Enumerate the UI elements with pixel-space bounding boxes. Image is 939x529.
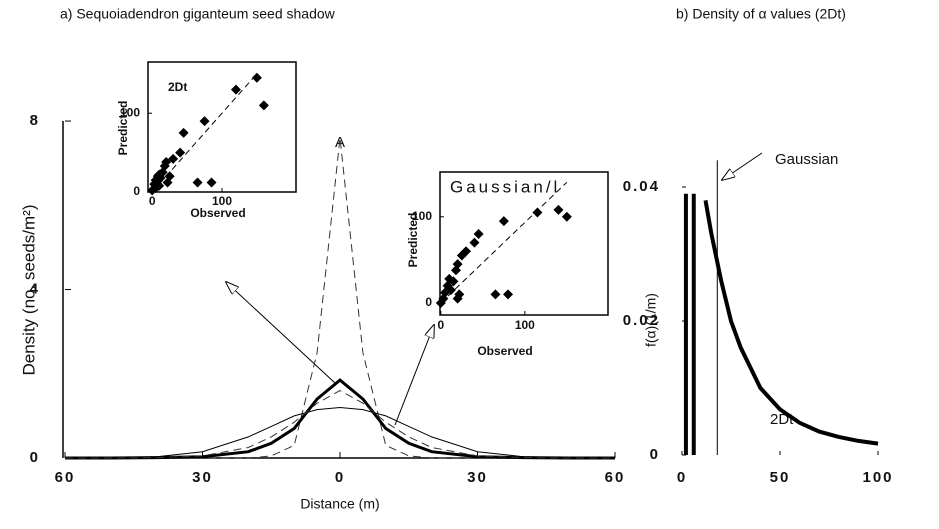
y-axis-label: Density (no. seeds/m²) bbox=[19, 205, 38, 376]
y-tick-label: 0 bbox=[30, 449, 40, 466]
data-point bbox=[230, 84, 241, 95]
x-tick-label: 100 bbox=[862, 469, 893, 486]
data-point bbox=[532, 207, 543, 218]
data-point bbox=[452, 259, 463, 270]
y-axis-label: f(α)(1/m) bbox=[643, 293, 659, 347]
y-axis-label: Predicted bbox=[116, 101, 130, 156]
data-point bbox=[469, 237, 480, 248]
x-tick-label: 60 bbox=[605, 469, 626, 486]
y-tick-label: 100 bbox=[120, 105, 140, 119]
data-point bbox=[452, 293, 463, 304]
x-tick-label: 60 bbox=[55, 469, 76, 486]
annotation: 2Dt bbox=[770, 411, 794, 428]
data-point bbox=[490, 289, 501, 300]
data-point bbox=[168, 153, 179, 164]
x-tick-label: 0 bbox=[677, 469, 687, 486]
data-point bbox=[199, 116, 210, 127]
chart-title: 2Dt bbox=[168, 80, 187, 94]
x-axis-label: Observed bbox=[190, 206, 245, 220]
inset-frame bbox=[439, 171, 609, 316]
chart-title: b) Density of α values (2Dt) bbox=[676, 6, 846, 22]
x-tick-label: 0 bbox=[335, 469, 345, 486]
data-point bbox=[503, 289, 514, 300]
x-tick-label: 50 bbox=[770, 469, 791, 486]
arrow bbox=[226, 282, 336, 384]
data-point bbox=[206, 177, 217, 188]
y-axis-label: Predicted bbox=[406, 213, 420, 268]
data-point bbox=[448, 276, 459, 287]
density-curve bbox=[65, 390, 615, 459]
data-point bbox=[258, 100, 269, 111]
data-point bbox=[164, 171, 175, 182]
y-tick-label: 0.04 bbox=[623, 178, 660, 195]
reference-line bbox=[151, 73, 258, 193]
data-point bbox=[161, 157, 172, 168]
data-point bbox=[498, 216, 509, 227]
y-tick-label: 4 bbox=[30, 280, 40, 297]
density-curve bbox=[703, 200, 879, 446]
x-tick-label: 0 bbox=[149, 194, 156, 208]
x-tick-label: 100 bbox=[515, 318, 535, 332]
inset-frame bbox=[147, 61, 297, 193]
data-point bbox=[150, 183, 161, 194]
x-tick-label: 0 bbox=[437, 318, 444, 332]
y-tick-label: 0.02 bbox=[623, 312, 660, 329]
y-tick-label: 0 bbox=[650, 446, 660, 463]
arrow bbox=[394, 325, 434, 426]
annotation: Gaussian bbox=[775, 151, 838, 168]
x-tick-label: 100 bbox=[212, 194, 232, 208]
x-tick-label: 30 bbox=[467, 469, 488, 486]
x-axis-label: Distance (m) bbox=[300, 496, 379, 512]
data-point bbox=[192, 177, 203, 188]
chart-title: Gaussian/l bbox=[450, 177, 560, 196]
y-tick-label: 0 bbox=[133, 184, 140, 198]
y-tick-label: 100 bbox=[412, 209, 432, 223]
data-point bbox=[251, 72, 262, 83]
chart-title: a) Sequoiadendron giganteum seed shadow bbox=[60, 6, 336, 22]
data-point bbox=[178, 127, 189, 138]
x-tick-label: 30 bbox=[192, 469, 213, 486]
y-tick-label: 0 bbox=[425, 295, 432, 309]
density-curve bbox=[64, 406, 616, 459]
data-point bbox=[175, 147, 186, 158]
data-point bbox=[461, 246, 472, 257]
arrow bbox=[722, 152, 763, 180]
density-curve bbox=[65, 378, 615, 460]
data-point bbox=[561, 211, 572, 222]
reference-line bbox=[440, 181, 568, 304]
x-axis-label: Observed bbox=[477, 344, 532, 358]
data-point bbox=[553, 204, 564, 215]
data-point bbox=[445, 285, 456, 296]
data-point bbox=[473, 229, 484, 240]
y-tick-label: 8 bbox=[30, 112, 40, 129]
